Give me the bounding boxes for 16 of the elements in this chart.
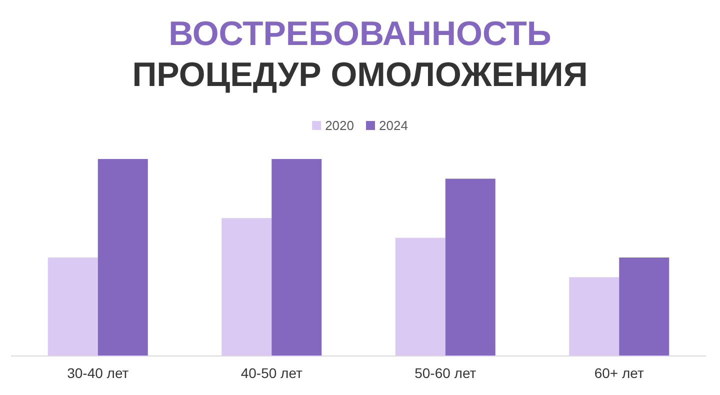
x-tick-label: 40-50 лет bbox=[240, 364, 304, 381]
x-tick-label: 50-60 лет bbox=[414, 364, 477, 381]
bar bbox=[48, 258, 98, 356]
bar bbox=[272, 159, 322, 356]
x-tick-label: 30-40 лет bbox=[67, 364, 130, 381]
bar bbox=[222, 218, 272, 356]
bar bbox=[619, 258, 670, 356]
bar bbox=[98, 159, 148, 356]
chart-subtitle: ПРОЦЕДУР ОМОЛОЖЕНИЯ bbox=[132, 56, 588, 94]
x-tick-label: 60+ лет bbox=[594, 364, 644, 381]
bar bbox=[395, 238, 446, 356]
bar bbox=[445, 178, 496, 356]
chart-title: ВОСТРЕБОВАННОСТЬ bbox=[168, 15, 552, 53]
bar bbox=[569, 277, 620, 356]
legend-label: 2024 bbox=[379, 118, 408, 133]
legend-label: 2020 bbox=[325, 118, 354, 133]
